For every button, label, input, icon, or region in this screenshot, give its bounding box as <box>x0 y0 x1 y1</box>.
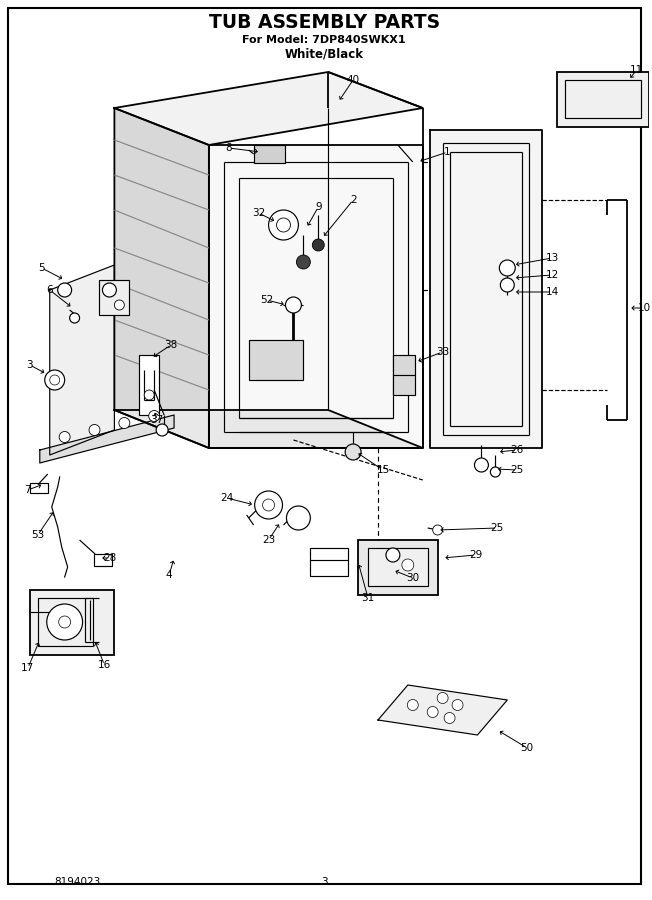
Text: 30: 30 <box>406 573 419 583</box>
Bar <box>565 80 640 118</box>
Text: 3: 3 <box>27 360 33 370</box>
Bar <box>358 540 437 595</box>
Bar <box>38 598 93 646</box>
Text: 25: 25 <box>511 465 524 475</box>
Circle shape <box>102 283 116 297</box>
Circle shape <box>59 431 70 443</box>
Circle shape <box>433 525 443 535</box>
Text: 8194023: 8194023 <box>55 877 101 887</box>
Circle shape <box>475 458 488 472</box>
Circle shape <box>402 559 414 571</box>
Circle shape <box>269 210 299 240</box>
Circle shape <box>45 370 65 390</box>
Text: 14: 14 <box>546 287 559 297</box>
Circle shape <box>345 444 361 460</box>
Text: 13: 13 <box>546 253 559 263</box>
Circle shape <box>119 418 130 428</box>
Text: 10: 10 <box>638 303 651 313</box>
Text: 17: 17 <box>22 663 35 673</box>
Text: 24: 24 <box>220 493 233 503</box>
Text: 38: 38 <box>164 340 178 350</box>
Circle shape <box>297 255 310 269</box>
Circle shape <box>408 699 419 710</box>
Circle shape <box>50 375 60 385</box>
Text: 9: 9 <box>315 202 321 212</box>
Circle shape <box>312 239 324 251</box>
Text: 28: 28 <box>103 553 116 563</box>
Bar <box>140 355 159 415</box>
Circle shape <box>490 467 500 477</box>
Text: 8: 8 <box>226 143 232 153</box>
Circle shape <box>452 699 463 710</box>
Text: TUB ASSEMBLY PARTS: TUB ASSEMBLY PARTS <box>209 13 440 32</box>
Text: 3: 3 <box>321 877 327 887</box>
Circle shape <box>286 506 310 530</box>
Text: 31: 31 <box>361 593 375 603</box>
Text: 37: 37 <box>151 415 164 425</box>
Text: 40: 40 <box>347 75 360 85</box>
Bar <box>393 355 415 395</box>
Text: 6: 6 <box>46 285 53 295</box>
Text: 53: 53 <box>31 530 44 540</box>
Circle shape <box>156 424 168 436</box>
Circle shape <box>47 604 83 640</box>
Text: 33: 33 <box>436 347 449 357</box>
Circle shape <box>427 706 438 717</box>
Polygon shape <box>50 265 114 455</box>
Circle shape <box>149 410 160 421</box>
Circle shape <box>500 278 514 292</box>
Bar <box>95 554 112 566</box>
Text: White/Black: White/Black <box>285 48 364 60</box>
Text: 4: 4 <box>166 570 172 580</box>
Bar <box>254 145 286 163</box>
Circle shape <box>70 313 80 323</box>
Polygon shape <box>114 72 422 145</box>
Polygon shape <box>378 685 507 735</box>
Circle shape <box>59 616 70 628</box>
Circle shape <box>499 260 515 276</box>
Circle shape <box>57 283 72 297</box>
Text: 15: 15 <box>376 465 390 475</box>
Circle shape <box>386 548 400 562</box>
Polygon shape <box>114 108 209 448</box>
Text: 11: 11 <box>630 65 644 75</box>
Text: 7: 7 <box>25 485 31 495</box>
Text: For Model: 7DP840SWKX1: For Model: 7DP840SWKX1 <box>243 35 406 45</box>
Bar <box>100 280 129 315</box>
Text: 52: 52 <box>260 295 273 305</box>
Circle shape <box>276 218 290 232</box>
Text: 5: 5 <box>38 263 45 273</box>
Circle shape <box>89 425 100 436</box>
Text: 25: 25 <box>491 523 504 533</box>
Text: 2: 2 <box>350 195 357 205</box>
Text: 23: 23 <box>262 535 275 545</box>
Bar <box>557 72 649 127</box>
Text: 50: 50 <box>521 743 534 753</box>
Circle shape <box>444 713 455 724</box>
Circle shape <box>437 692 448 704</box>
Text: 12: 12 <box>546 270 559 280</box>
Bar <box>30 483 48 493</box>
Text: 32: 32 <box>252 208 265 218</box>
Bar <box>30 590 114 655</box>
Bar <box>248 340 303 380</box>
Circle shape <box>255 491 282 519</box>
Polygon shape <box>430 130 542 448</box>
Text: 16: 16 <box>98 660 111 670</box>
Circle shape <box>263 499 274 511</box>
Polygon shape <box>114 410 422 448</box>
Text: 26: 26 <box>511 445 524 455</box>
Circle shape <box>144 390 154 400</box>
Bar <box>368 548 428 586</box>
Polygon shape <box>209 145 422 448</box>
Text: 29: 29 <box>469 550 482 560</box>
Polygon shape <box>40 415 174 463</box>
Circle shape <box>286 297 301 313</box>
Circle shape <box>114 300 125 310</box>
Bar <box>310 548 348 576</box>
Text: 1: 1 <box>444 147 451 157</box>
